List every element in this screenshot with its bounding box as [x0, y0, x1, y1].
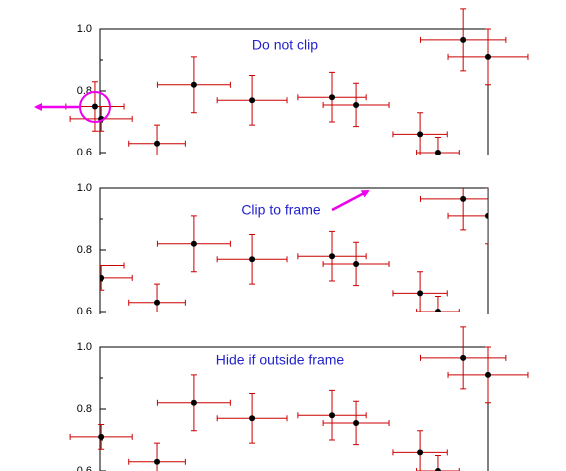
- point: [249, 97, 256, 104]
- point: [460, 36, 467, 43]
- y-tick-label: 0.6: [77, 465, 92, 471]
- decorations: [34, 91, 370, 212]
- point: [154, 140, 161, 147]
- point: [190, 240, 197, 247]
- point: [485, 212, 488, 219]
- annotation: Do not clip: [252, 37, 318, 53]
- point: [460, 195, 467, 202]
- y-tick-label: 0.6: [77, 147, 92, 159]
- annotation: Hide if outside frame: [216, 352, 345, 368]
- y-tick-label: 0.6: [77, 306, 92, 318]
- point: [249, 415, 256, 422]
- point: [485, 53, 491, 60]
- point: [353, 260, 360, 267]
- x-error-bar: [447, 212, 488, 219]
- point: [417, 131, 424, 138]
- point: [92, 263, 98, 269]
- point: [329, 253, 336, 260]
- panel: 0.60.81.0Do not clip: [65, 8, 529, 159]
- point: [100, 274, 105, 281]
- panel: 0.6 0.8 1.0 Hide if outside frame: [69, 326, 529, 471]
- y-error-bar: [434, 455, 441, 471]
- x-error-bar: [416, 468, 460, 471]
- x-error-bar: [100, 262, 125, 269]
- point: [353, 419, 360, 426]
- point: [154, 458, 161, 465]
- panel: 0.6 0.8 1.0 Clip to frame: [77, 182, 489, 318]
- x-error-bar: [416, 309, 460, 312]
- point: [190, 399, 197, 406]
- point: [434, 309, 441, 312]
- data-layer: [92, 188, 488, 312]
- point: [190, 81, 197, 88]
- y-error-bar: [434, 296, 441, 312]
- frame: [99, 346, 489, 471]
- point: [329, 412, 336, 419]
- y-tick-label: 0.8: [77, 403, 92, 415]
- point: [98, 433, 105, 440]
- point: [434, 468, 441, 471]
- y-tick-label: 1.0: [77, 23, 92, 35]
- point: [329, 94, 336, 101]
- y-error-bar: [485, 188, 488, 245]
- y-error-bar: [92, 241, 98, 291]
- data-layer: [69, 326, 529, 471]
- point: [485, 371, 491, 378]
- y-tick-label: 0.8: [77, 244, 92, 256]
- point: [434, 150, 441, 155]
- point: [154, 299, 161, 306]
- y-tick-label: 1.0: [77, 341, 92, 353]
- y-tick-label: 1.0: [77, 182, 92, 194]
- data-layer: [65, 8, 529, 155]
- point: [353, 101, 360, 108]
- point: [417, 449, 424, 456]
- frame: [99, 187, 489, 314]
- point: [460, 354, 467, 361]
- point: [249, 256, 256, 263]
- point: [417, 290, 424, 297]
- y-error-bar: [154, 442, 161, 471]
- arrow: [331, 189, 370, 212]
- point: [91, 103, 98, 110]
- annotation: Clip to frame: [241, 202, 321, 218]
